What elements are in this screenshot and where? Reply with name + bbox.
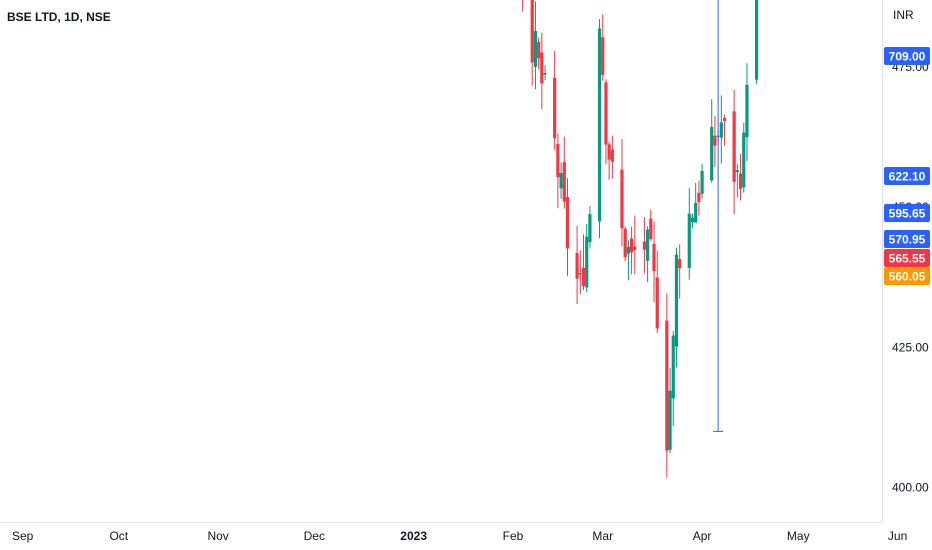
x-tick-label: Oct [109,529,128,543]
candle-body[interactable] [646,229,650,261]
candle-body[interactable] [540,52,544,84]
candle-body[interactable] [700,170,704,194]
candle-body[interactable] [601,37,605,75]
candle-body[interactable] [585,236,589,288]
candle-body[interactable] [623,228,627,258]
candle-body[interactable] [620,169,624,229]
price-badge [884,47,930,65]
y-tick-label: 425.00 [892,340,929,354]
candle-body[interactable] [537,41,541,59]
price-badge [884,249,930,267]
candle-body[interactable] [597,28,602,222]
chart-title: BSE LTD, 1D, NSE [7,10,111,24]
candle-body[interactable] [553,77,557,139]
candle-body[interactable] [652,243,656,272]
x-tick-label: Jun [888,529,907,543]
price-badge-label: 709.00 [889,50,926,64]
candle-body[interactable] [697,192,701,203]
price-badge [884,204,930,222]
x-tick-label: Dec [304,529,325,543]
candle-body[interactable] [530,0,534,63]
x-tick-label: Nov [207,529,228,543]
price-badge [884,167,930,185]
candle-body[interactable] [581,267,586,287]
price-badge [884,267,930,285]
price-badge [884,230,930,248]
candle-body[interactable] [629,238,634,253]
x-tick-label: 2023 [400,529,427,543]
candle-body[interactable] [690,217,695,223]
x-tick-label: May [787,529,810,543]
candle-body[interactable] [678,258,682,269]
x-tick-label: Apr [693,529,712,543]
candle-body[interactable] [687,213,691,268]
price-badge-label: 622.10 [889,170,926,184]
candle-body[interactable] [671,335,675,399]
price-badge-label: 570.95 [889,233,926,247]
candle-body[interactable] [655,277,659,329]
candle-body[interactable] [565,197,570,249]
candle-body[interactable] [745,84,749,138]
candle-body[interactable] [754,0,759,80]
candle-body[interactable] [626,246,630,254]
candle-body[interactable] [713,135,717,146]
candle-body[interactable] [607,144,611,160]
x-tick-label: Sep [12,529,34,543]
y-tick-label: 400.00 [892,481,929,495]
x-tick-label: Feb [503,529,524,543]
candle-body[interactable] [674,254,679,347]
candle-body[interactable] [742,132,746,188]
candle-body[interactable] [668,390,672,450]
x-tick-label: Mar [592,529,613,543]
price-badge-label: 565.55 [889,252,926,266]
price-badge-label: 560.05 [889,270,926,284]
candle-body[interactable] [559,173,563,189]
candle-body[interactable] [732,111,736,182]
candle-body[interactable] [604,82,608,145]
candle-body[interactable] [633,246,637,250]
candle-body[interactable] [694,202,698,223]
candle-body[interactable] [562,162,566,202]
candle-body[interactable] [610,149,614,162]
candle-body[interactable] [719,122,723,138]
candle-body[interactable] [710,127,714,181]
price-badge-label: 595.65 [889,207,926,221]
candle-body[interactable] [578,273,582,275]
candle-body[interactable] [735,170,739,173]
candle-body[interactable] [556,143,560,178]
candle-body[interactable] [588,214,592,243]
candle-body[interactable] [575,253,579,279]
currency-label: INR [893,8,914,22]
candle-body[interactable] [543,73,547,75]
candle-body[interactable] [738,173,743,189]
candle-body[interactable] [649,218,653,240]
candle-body[interactable] [665,320,669,451]
candle-body[interactable] [722,118,727,121]
candle-body[interactable] [533,30,538,67]
candle-body[interactable] [642,241,647,250]
